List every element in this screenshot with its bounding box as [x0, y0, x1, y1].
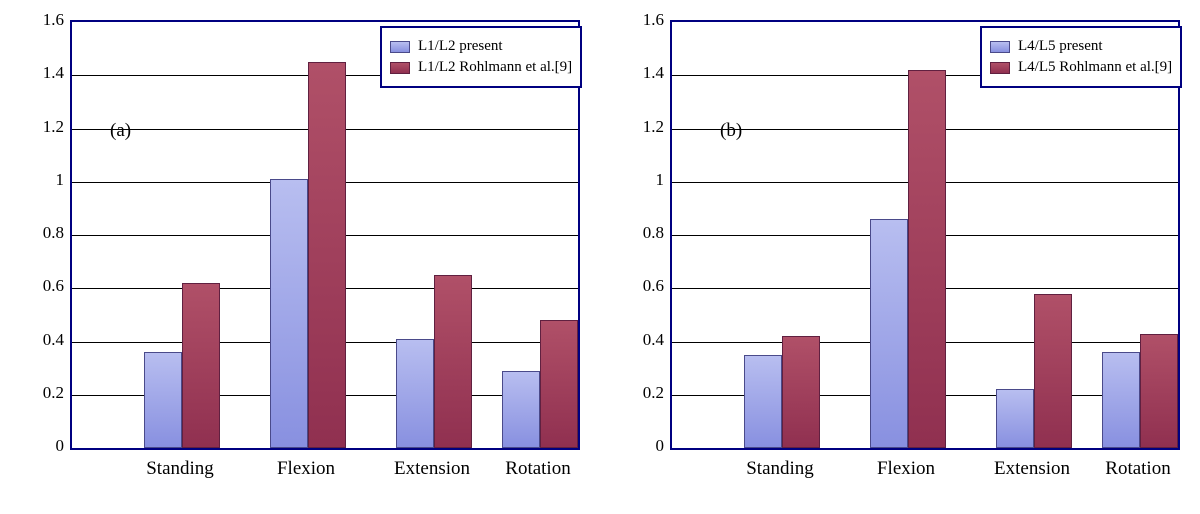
bar — [870, 219, 908, 448]
bar — [908, 70, 946, 448]
legend-swatch — [390, 41, 410, 53]
x-tick-label: Extension — [994, 458, 1070, 480]
bar — [182, 283, 220, 448]
bar — [502, 371, 540, 448]
x-tick-label: Flexion — [277, 458, 335, 480]
legend-swatch — [390, 62, 410, 74]
x-tick-label: Flexion — [877, 458, 935, 480]
y-tick-label: 0.2 — [624, 383, 664, 403]
y-tick-label: 0.6 — [24, 276, 64, 296]
bar — [144, 352, 182, 448]
bar — [996, 389, 1034, 448]
y-tick-label: 0.8 — [624, 223, 664, 243]
y-tick-label: 0.4 — [24, 330, 64, 350]
y-tick-label: 0.2 — [24, 383, 64, 403]
chart-panel-b: Intradiscal pressure (MPa) (b) L4/L5 pre… — [600, 0, 1200, 514]
y-tick-label: 0 — [24, 436, 64, 456]
x-tick-label: Rotation — [1105, 458, 1170, 480]
x-tick-label: Standing — [146, 458, 214, 480]
y-tick-label: 0.8 — [24, 223, 64, 243]
chart-container: Intradiscal pressure (MPa) (a) L1/L2 pre… — [0, 0, 1200, 514]
bar — [270, 179, 308, 448]
legend-row: L1/L2 Rohlmann et al.[9] — [390, 59, 572, 76]
legend-swatch — [990, 41, 1010, 53]
chart-panel-a: Intradiscal pressure (MPa) (a) L1/L2 pre… — [0, 0, 600, 514]
legend-text: L1/L2 present — [418, 38, 503, 55]
bar — [1140, 334, 1178, 448]
y-tick-label: 1.4 — [624, 63, 664, 83]
bar — [434, 275, 472, 448]
legend-text: L4/L5 Rohlmann et al.[9] — [1018, 59, 1172, 76]
legend-a: L1/L2 present L1/L2 Rohlmann et al.[9] — [380, 26, 582, 88]
x-tick-label: Extension — [394, 458, 470, 480]
bar — [1102, 352, 1140, 448]
bar — [782, 336, 820, 448]
legend-row: L4/L5 Rohlmann et al.[9] — [990, 59, 1172, 76]
legend-text: L4/L5 present — [1018, 38, 1103, 55]
bar — [308, 62, 346, 448]
y-tick-label: 1 — [624, 170, 664, 190]
legend-swatch — [990, 62, 1010, 74]
y-tick-label: 1.2 — [624, 117, 664, 137]
y-tick-label: 1.6 — [624, 10, 664, 30]
y-tick-label: 1 — [24, 170, 64, 190]
legend-b: L4/L5 present L4/L5 Rohlmann et al.[9] — [980, 26, 1182, 88]
y-tick-label: 0.6 — [624, 276, 664, 296]
y-tick-label: 1.2 — [24, 117, 64, 137]
legend-row: L4/L5 present — [990, 38, 1172, 55]
bar — [744, 355, 782, 448]
y-tick-label: 0.4 — [624, 330, 664, 350]
legend-text: L1/L2 Rohlmann et al.[9] — [418, 59, 572, 76]
x-tick-label: Standing — [746, 458, 814, 480]
bar — [540, 320, 578, 448]
bar — [396, 339, 434, 448]
x-tick-label: Rotation — [505, 458, 570, 480]
y-tick-label: 1.6 — [24, 10, 64, 30]
bar — [1034, 294, 1072, 448]
panel-label-b: (b) — [720, 120, 742, 142]
legend-row: L1/L2 present — [390, 38, 572, 55]
y-tick-label: 0 — [624, 436, 664, 456]
y-tick-label: 1.4 — [24, 63, 64, 83]
panel-label-a: (a) — [110, 120, 131, 142]
